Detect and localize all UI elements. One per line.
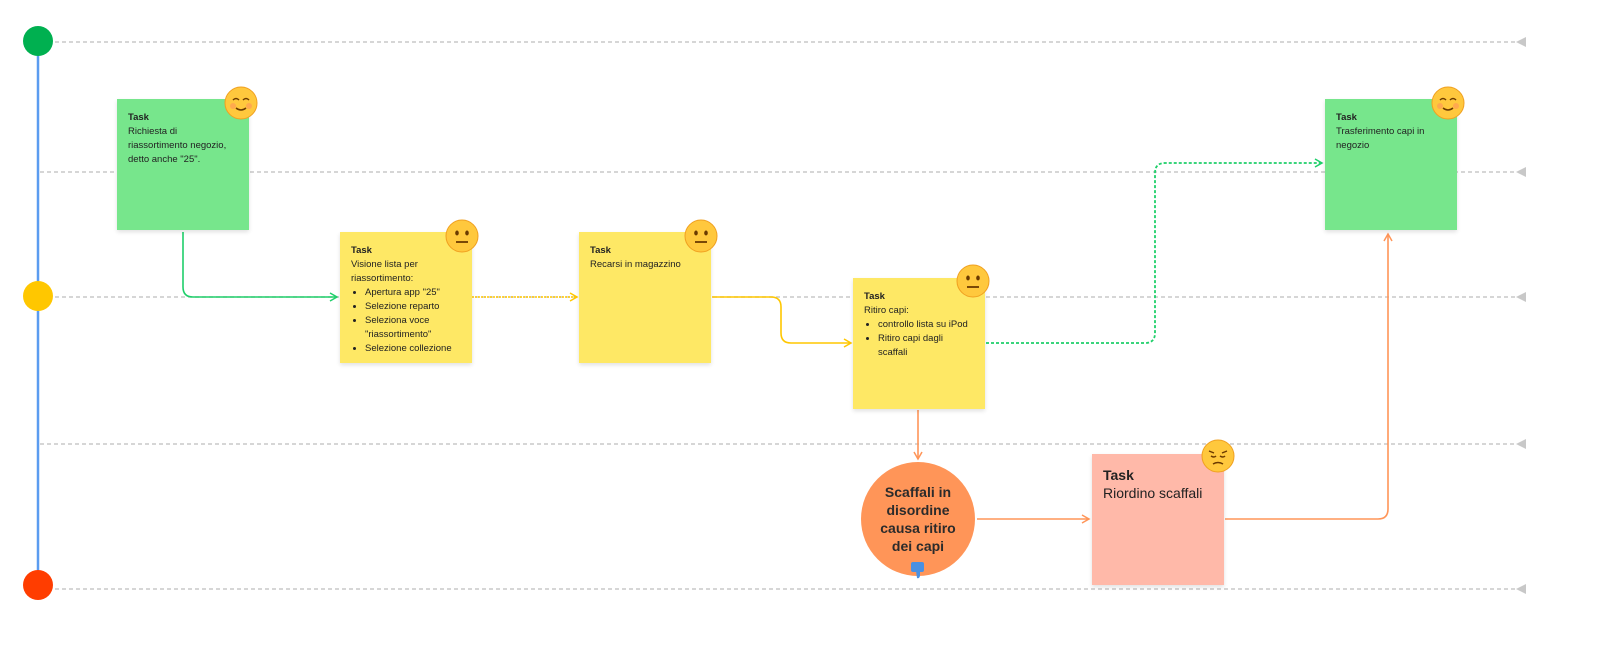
connector-green-dotted — [986, 158, 1324, 344]
bullet: Ritiro capi dagli scaffali — [878, 332, 974, 360]
thumbs-down-icon — [911, 562, 924, 579]
task-sticky-magazzino[interactable]: Task Recarsi in magazzino — [579, 232, 711, 363]
neutral-face-icon — [956, 264, 990, 298]
connector-yellow — [712, 296, 853, 348]
task-title: Task — [1336, 112, 1357, 123]
pain-point-text: Scaffali in disordine causa ritiro dei c… — [880, 484, 956, 554]
task-title: Task — [1103, 467, 1134, 483]
task-text: Visione lista per riassortimento: — [351, 259, 418, 284]
connector-green — [182, 232, 339, 302]
task-title: Task — [351, 245, 372, 256]
task-sticky-trasferimento[interactable]: Task Trasferimento capi in negozio — [1325, 99, 1457, 230]
task-title: Task — [864, 291, 885, 302]
bullet: controllo lista su iPod — [878, 318, 974, 332]
relieved-face-icon — [224, 86, 258, 120]
task-text: Recarsi in magazzino — [590, 259, 681, 270]
task-text: Trasferimento capi in negozio — [1336, 126, 1425, 151]
bullet: Selezione reparto — [365, 300, 461, 314]
positive-level-marker — [23, 26, 53, 56]
negative-level-marker — [23, 570, 53, 600]
lane-end-triangles — [1516, 37, 1526, 594]
neutral-face-icon — [445, 219, 479, 253]
task-sticky-riassortimento[interactable]: Task Richiesta di riassortimento negozio… — [117, 99, 249, 230]
task-bullets: controllo lista su iPod Ritiro capi dagl… — [864, 318, 974, 360]
task-text: Ritiro capi: — [864, 305, 909, 316]
task-title: Task — [128, 112, 149, 123]
connector-orange — [1225, 232, 1393, 520]
task-text: Richiesta di riassortimento negozio, det… — [128, 126, 227, 165]
task-sticky-riordino[interactable]: Task Riordino scaffali — [1092, 454, 1224, 585]
pensive-face-icon — [1201, 439, 1235, 473]
task-sticky-visione-lista[interactable]: Task Visione lista per riassortimento: A… — [340, 232, 472, 363]
neutral-face-icon — [684, 219, 718, 253]
lane-dividers — [40, 41, 1516, 590]
pain-point-circle[interactable]: Scaffali in disordine causa ritiro dei c… — [861, 462, 975, 576]
task-sticky-ritiro-capi[interactable]: Task Ritiro capi: controllo lista su iPo… — [853, 278, 985, 409]
task-bullets: Apertura app "25" Selezione reparto Sele… — [351, 286, 461, 356]
task-text: Riordino scaffali — [1103, 485, 1203, 501]
bullet: Selezione collezione — [365, 342, 461, 356]
neutral-level-marker — [23, 281, 53, 311]
bullet: Seleziona voce "riassortimento" — [365, 314, 461, 342]
task-title: Task — [590, 245, 611, 256]
relieved-face-icon — [1431, 86, 1465, 120]
bullet: Apertura app "25" — [365, 286, 461, 300]
